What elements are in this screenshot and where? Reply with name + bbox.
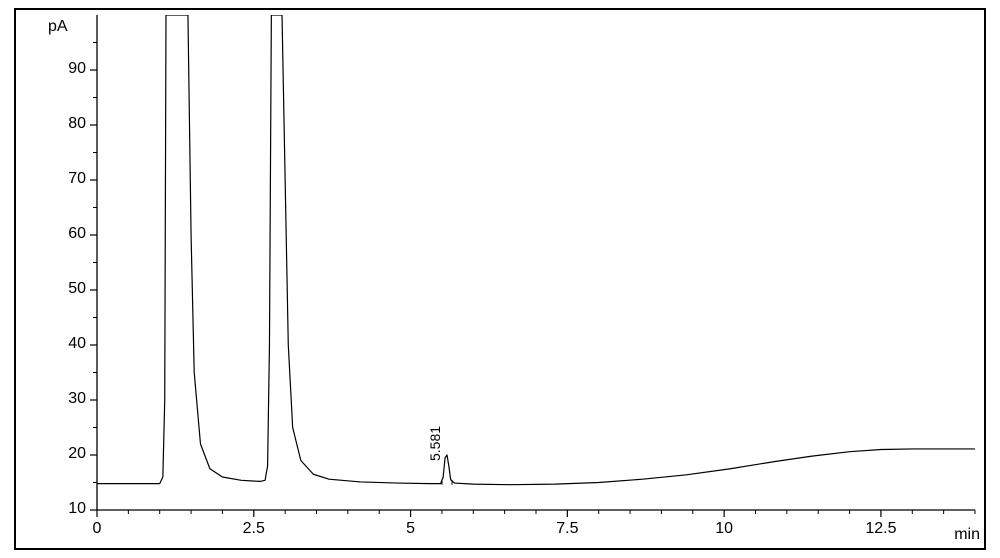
y-tick-label: 80: [46, 115, 86, 133]
x-tick-label: 7.5: [556, 520, 578, 538]
x-tick-label: 5: [406, 520, 415, 538]
y-tick-label: 60: [46, 225, 86, 243]
y-tick-label: 10: [46, 500, 86, 518]
x-tick-label: 12.5: [865, 520, 896, 538]
x-tick-label: 0: [93, 520, 102, 538]
x-tick-label: 2.5: [243, 520, 265, 538]
y-tick-label: 30: [46, 390, 86, 408]
x-tick-label: 10: [715, 520, 733, 538]
labels-layer: 10 20 30 40 50 60 70 80 90 0 2.5 5 7.5 10 12.5 5.581: [0, 0, 1000, 558]
y-tick-label: 40: [46, 335, 86, 353]
y-tick-label: 20: [46, 445, 86, 463]
y-tick-label: 70: [46, 170, 86, 188]
y-tick-label: 50: [46, 280, 86, 298]
y-tick-label: 90: [46, 60, 86, 78]
peak-label: 5.581: [427, 426, 443, 461]
